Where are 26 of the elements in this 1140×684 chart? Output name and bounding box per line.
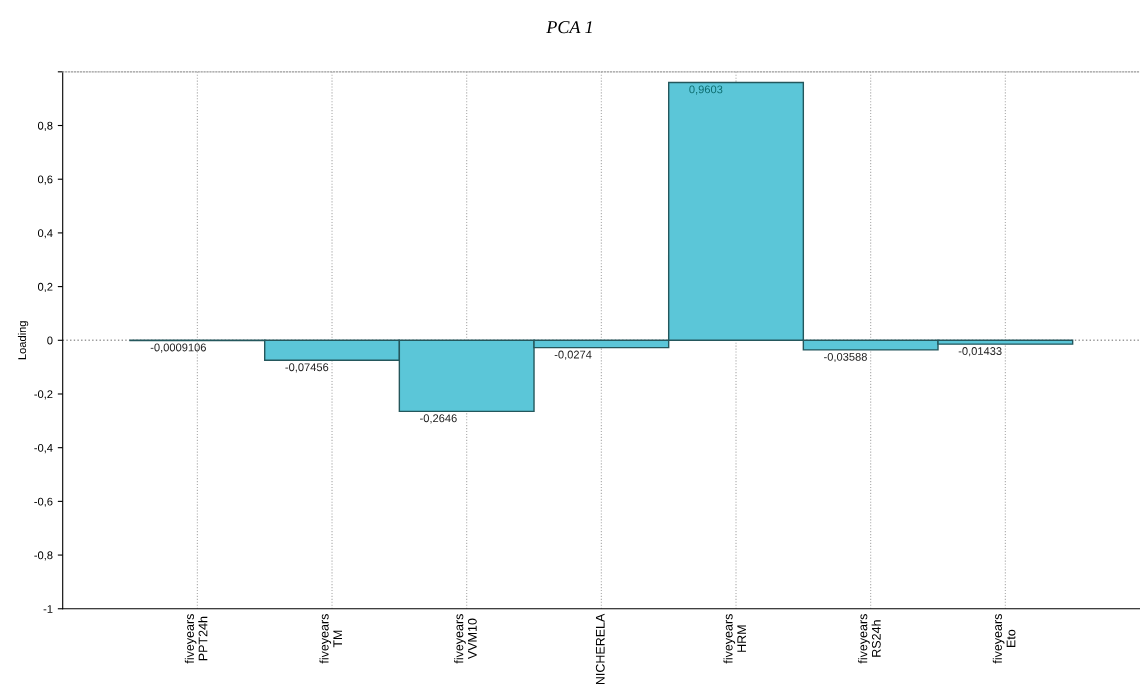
x-tick-label: fiveyears VVM10	[454, 614, 477, 664]
y-tick-label: 0,2	[37, 282, 53, 293]
data-label: -0,0274	[554, 350, 592, 360]
y-tick-label: -0,4	[34, 443, 53, 454]
y-tick-label: 0,6	[37, 175, 53, 185]
x-tick-label: fiveyears RS24h	[858, 614, 881, 664]
x-tick-label: fiveyears TM	[319, 614, 342, 664]
data-label: -0,07456	[285, 363, 329, 373]
y-tick-label: -0,8	[34, 551, 53, 561]
data-label: -0,2646	[420, 414, 457, 424]
data-label: -0,01433	[958, 347, 1002, 357]
y-tick-label: 0	[47, 336, 53, 345]
x-tick-label: fiveyears PPT24h	[184, 614, 208, 664]
y-tick-label: -1	[43, 605, 53, 613]
x-tick-label: NICHERELA	[595, 613, 605, 684]
x-tick-label: fiveyears HRM	[723, 614, 746, 664]
y-tick-label: -0,2	[34, 390, 53, 400]
data-label: -0,03588	[824, 352, 867, 363]
y-tick-label: 0,8	[37, 121, 53, 131]
data-label: 0,9603	[689, 85, 723, 95]
data-label: -0,0009106	[150, 343, 206, 353]
chart-title: PCA 1	[546, 21, 592, 34]
x-tick-label: fiveyears Eto	[992, 614, 1016, 664]
y-tick-label: -0,6	[34, 497, 53, 507]
y-axis-title: Loading	[17, 321, 29, 360]
y-tick-label: 0,4	[37, 229, 53, 239]
